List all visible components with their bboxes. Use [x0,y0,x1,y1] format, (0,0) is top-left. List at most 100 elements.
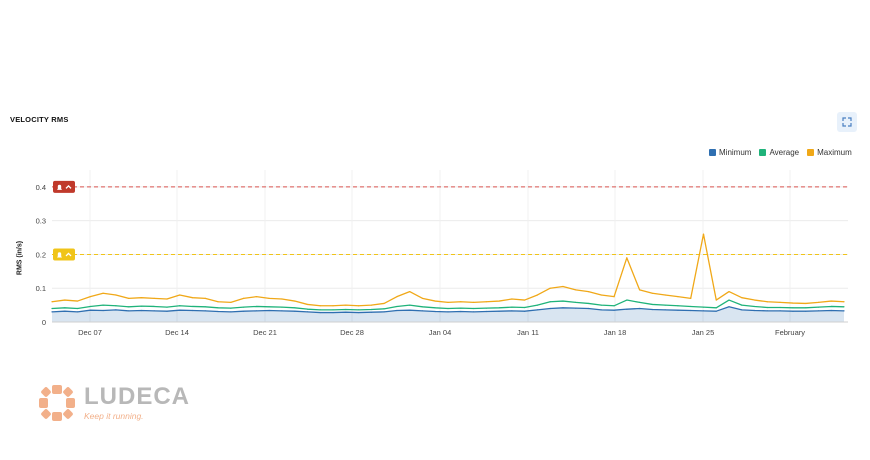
data-point-average [690,305,692,308]
brand-name: LUDECA [84,383,190,410]
data-point-maximum [179,294,181,296]
data-point-average [651,303,653,306]
data-point-minimum [460,310,462,313]
data-point-maximum [639,289,641,291]
data-point-average [166,306,168,308]
data-point-maximum [217,301,219,303]
data-point-minimum [753,309,756,312]
data-point-minimum [230,311,232,313]
data-point-minimum [792,310,794,312]
data-point-minimum [805,310,807,312]
data-point-maximum [651,292,653,294]
data-point-average [715,307,717,309]
data-point-average [639,301,641,304]
data-point-average [447,307,449,310]
data-point-maximum [472,301,475,304]
chart-title: VELOCITY RMS [10,115,69,124]
data-point-average [600,304,602,306]
data-point-average [409,304,411,306]
data-point-average [536,304,539,306]
data-point-average [805,307,807,309]
data-point-maximum [383,302,385,305]
alarm-badge [53,180,75,193]
data-point-minimum [626,308,628,310]
data-point-average [549,301,551,303]
data-point-average [677,305,679,307]
data-point-maximum [702,233,705,235]
legend-swatch-maximum [807,149,815,156]
data-point-average [383,308,385,310]
data-point-minimum [511,310,513,312]
data-point-minimum [472,311,475,313]
data-point-maximum [281,298,283,300]
data-point-average [306,308,309,310]
data-point-average [255,305,257,308]
data-point-maximum [779,301,781,304]
data-point-average [498,307,500,309]
data-point-minimum [153,310,155,312]
data-point-average [664,304,666,306]
data-point-maximum [805,302,807,305]
data-point-minimum [485,310,487,313]
x-tick-label: Jan 04 [429,328,452,337]
x-tick-label: February [775,328,805,337]
data-point-minimum [243,310,245,312]
data-point-average [294,307,296,309]
legend-item-maximum[interactable]: Maximum [807,148,852,157]
data-point-minimum [115,309,117,311]
data-point-maximum [128,297,130,299]
data-point-minimum [217,310,219,313]
data-point-minimum [281,310,283,312]
data-point-maximum [434,300,436,302]
data-point-maximum [792,302,794,304]
data-point-minimum [575,307,577,309]
brand-tagline: Keep it running. [84,411,144,421]
data-point-average [817,306,820,308]
data-point-maximum [166,298,168,300]
data-point-average [728,299,730,301]
data-point-minimum [191,309,194,312]
data-point-minimum [498,310,500,312]
data-point-minimum [715,310,717,312]
data-point-minimum [345,311,347,313]
data-point-maximum [89,296,91,298]
data-point-maximum [76,300,79,302]
data-point-maximum [524,299,526,301]
data-point-maximum [817,301,820,304]
data-point-minimum [357,311,360,314]
data-point-minimum [409,309,411,311]
data-point-maximum [230,301,232,304]
data-point-minimum [639,307,641,310]
data-point-maximum [460,301,462,303]
data-point-average [779,306,781,309]
data-point-maximum [728,291,730,293]
legend-item-average[interactable]: Average [759,148,799,157]
data-point-maximum [191,297,194,299]
data-point-maximum [243,297,245,299]
data-point-average [460,307,462,309]
data-point-average [179,305,181,307]
data-point-maximum [830,300,832,302]
y-tick-label: 0.1 [36,284,46,293]
data-point-maximum [562,285,564,288]
data-point-minimum [587,307,590,310]
data-point-average [64,307,66,309]
minimum-area [52,306,844,322]
data-point-minimum [140,309,143,312]
data-point-maximum [306,303,309,306]
expand-button[interactable] [837,112,857,132]
data-point-minimum [613,309,615,311]
data-point-minimum [830,309,832,312]
data-point-minimum [204,310,206,312]
data-point-average [575,301,577,304]
legend-item-minimum[interactable]: Minimum [709,148,751,157]
data-point-maximum [51,301,53,303]
data-point-minimum [128,310,130,312]
data-point-average [434,307,436,309]
data-point-minimum [370,311,372,313]
data-point-average [626,299,628,301]
data-point-minimum [817,310,820,312]
data-point-minimum [89,309,91,311]
x-tick-label: Jan 25 [692,328,715,337]
